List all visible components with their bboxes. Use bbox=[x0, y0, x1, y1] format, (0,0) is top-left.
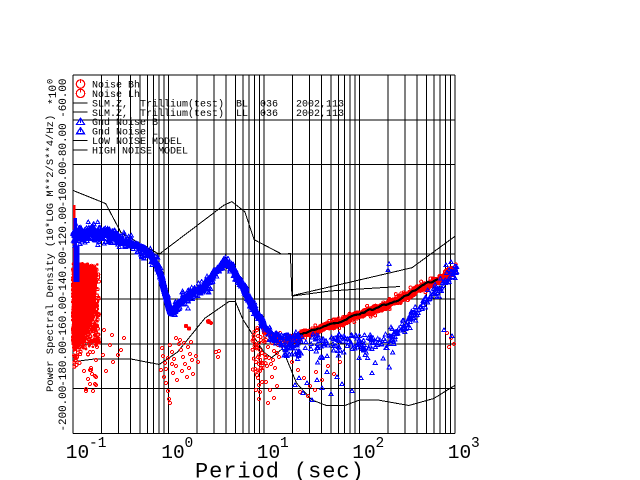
svg-text:2: 2 bbox=[376, 436, 385, 452]
svg-text:LOW NOISE MODEL: LOW NOISE MODEL bbox=[92, 137, 182, 148]
svg-text:SLM.Z, Trillium(test) BL 03: SLM.Z, Trillium(test) BL 036 2002,113 bbox=[92, 98, 344, 110]
svg-text:Period (sec): Period (sec) bbox=[195, 460, 365, 480]
svg-text:-60.00: -60.00 bbox=[58, 79, 70, 118]
svg-text:Noise Bh: Noise Bh bbox=[92, 80, 140, 92]
svg-text:10: 10 bbox=[161, 442, 184, 464]
svg-text:Gnd Noise L: Gnd Noise L bbox=[92, 127, 158, 139]
svg-text:Noise Lh: Noise Lh bbox=[92, 89, 140, 101]
svg-text:*10: *10 bbox=[48, 85, 60, 105]
svg-text:10: 10 bbox=[448, 442, 471, 464]
svg-text:Gnd Noise B: Gnd Noise B bbox=[92, 117, 158, 129]
svg-text:-80.00: -80.00 bbox=[58, 123, 70, 162]
svg-text:-200.00: -200.00 bbox=[58, 386, 70, 432]
svg-text:HIGH NOISE MODEL: HIGH NOISE MODEL bbox=[92, 146, 188, 157]
svg-text:1: 1 bbox=[280, 436, 289, 452]
svg-text:-140.00: -140.00 bbox=[58, 251, 70, 297]
svg-text:-180.00: -180.00 bbox=[58, 341, 70, 387]
svg-text:-120.00: -120.00 bbox=[58, 206, 70, 252]
svg-text:-160.00: -160.00 bbox=[58, 296, 70, 342]
svg-text:Power Spectral Density (10*LOG: Power Spectral Density (10*LOG M**2/S**4… bbox=[45, 115, 57, 392]
svg-text:10: 10 bbox=[352, 442, 375, 464]
svg-text:-1: -1 bbox=[89, 436, 106, 452]
svg-text:0: 0 bbox=[185, 436, 194, 452]
svg-text:3: 3 bbox=[471, 436, 480, 452]
svg-text:SLM.Z, Trillium(test) LL 03: SLM.Z, Trillium(test) LL 036 2002,113 bbox=[92, 108, 344, 120]
svg-text:0: 0 bbox=[46, 79, 56, 84]
svg-text:10: 10 bbox=[257, 442, 280, 464]
svg-text:-100.00: -100.00 bbox=[58, 162, 70, 208]
svg-text:10: 10 bbox=[66, 442, 89, 464]
